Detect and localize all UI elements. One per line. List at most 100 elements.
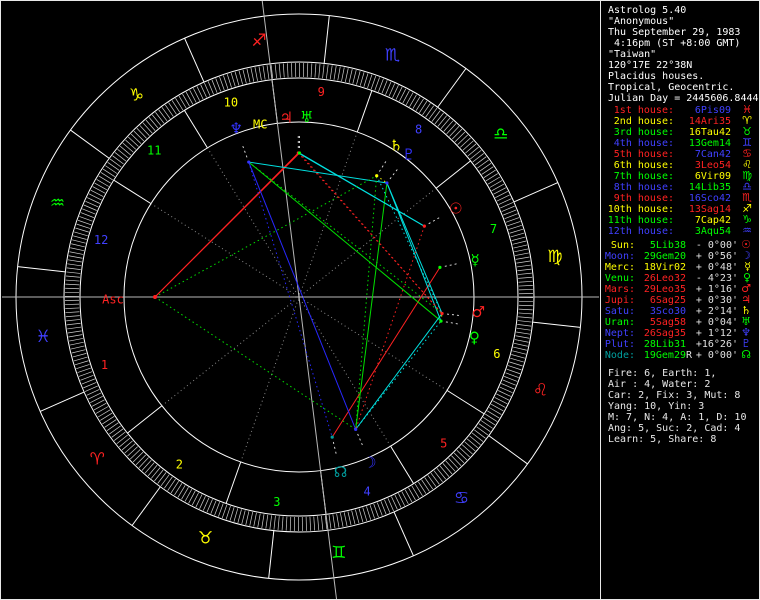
- degree-tick: [472, 153, 484, 163]
- degree-tick: [449, 126, 460, 137]
- sign-boundary: [532, 321, 581, 328]
- degree-tick: [122, 142, 134, 153]
- zodiac-sign-icon: ♊: [742, 136, 752, 149]
- zodiac-sign-icon: ♎: [493, 125, 508, 145]
- degree-tick: [74, 360, 89, 366]
- degree-tick: [464, 441, 476, 452]
- degree-tick: [517, 272, 532, 275]
- degree-tick: [321, 515, 324, 530]
- zodiac-sign-icon: ♌: [533, 380, 548, 400]
- degree-tick: [380, 501, 387, 515]
- degree-tick: [98, 175, 111, 184]
- degree-tick: [171, 100, 180, 113]
- degree-tick: [178, 95, 187, 109]
- zodiac-sign-icon: ♐: [252, 31, 267, 51]
- house-number: 12: [94, 233, 108, 247]
- degree-tick: [132, 451, 144, 463]
- house-row: 12th house: 3Aqu54 ♒: [601, 225, 759, 237]
- degree-tick: [105, 165, 118, 174]
- house-cusp-radial: [301, 301, 391, 447]
- degree-tick: [72, 353, 87, 358]
- sign-boundary: [131, 486, 161, 526]
- degree-tick: [442, 463, 453, 475]
- degree-tick: [242, 69, 247, 84]
- degree-tick: [518, 316, 533, 319]
- stat-line: Fire: 6, Earth: 1,: [608, 368, 717, 379]
- degree-tick: [466, 438, 479, 449]
- stat-line: Car: 2, Fix: 3, Mut: 8: [608, 390, 741, 401]
- house-number: 3: [273, 495, 280, 509]
- degree-tick: [517, 324, 532, 327]
- zodiac-sign-icon: ♎: [742, 180, 752, 193]
- planet-row: Nept: 26Sag35 + 1°12' ♆: [601, 327, 759, 339]
- degree-tick: [411, 485, 420, 499]
- degree-tick: [374, 77, 380, 91]
- degree-tick: [150, 467, 161, 479]
- degree-tick: [207, 81, 214, 95]
- degree-tick: [274, 64, 277, 79]
- degree-tick: [285, 516, 288, 531]
- degree-tick: [479, 162, 492, 172]
- degree-tick: [501, 205, 515, 212]
- aspect-line: [355, 313, 443, 430]
- degree-tick: [461, 444, 473, 455]
- degree-tick: [514, 248, 529, 253]
- degree-tick: [100, 412, 113, 421]
- degree-tick: [278, 63, 281, 78]
- house-row: 1st house: 6Pis09 ♓: [601, 104, 759, 116]
- degree-tick: [332, 514, 336, 529]
- degree-tick: [69, 251, 84, 255]
- degree-tick: [328, 514, 332, 529]
- degree-tick: [367, 74, 373, 89]
- house-number: 2: [176, 458, 183, 472]
- aspect-line: [355, 182, 388, 430]
- info-panel: Astrolog 5.40 "Anonymous" Thu September …: [600, 1, 759, 599]
- house-cusp-spoke: [183, 110, 208, 149]
- degree-tick: [341, 67, 345, 82]
- degree-tick: [109, 425, 121, 435]
- degree-tick: [507, 221, 521, 227]
- degree-tick: [245, 511, 250, 525]
- degree-tick: [112, 155, 124, 165]
- degree-tick: [157, 472, 167, 484]
- degree-tick: [141, 459, 152, 471]
- degree-tick: [501, 383, 515, 390]
- degree-tick: [78, 371, 93, 377]
- planet-icon: ☽: [741, 249, 751, 262]
- degree-tick: [483, 169, 496, 178]
- degree-tick: [211, 79, 218, 93]
- degree-tick: [340, 513, 344, 527]
- planet-position-dot: [354, 427, 358, 431]
- zodiac-sign-icon: ♍: [547, 247, 562, 267]
- degree-tick: [139, 125, 150, 136]
- zodiac-sign-icon: ♋: [742, 147, 752, 160]
- degree-tick: [480, 420, 493, 429]
- degree-tick: [170, 481, 179, 494]
- degree-tick: [119, 437, 131, 448]
- planet-icon: ☊: [741, 348, 751, 361]
- degree-tick: [84, 385, 98, 392]
- degree-tick: [318, 63, 321, 78]
- degree-tick: [384, 499, 391, 513]
- daily-motion-value: + 0°04': [695, 317, 738, 328]
- daily-motion-value: + 1°12': [695, 328, 738, 339]
- degree-tick: [356, 71, 361, 85]
- planet-position-value: 5Sag58: [649, 317, 686, 328]
- degree-tick: [277, 516, 280, 531]
- degree-tick: [69, 338, 83, 342]
- degree-tick: [504, 376, 518, 382]
- degree-tick: [73, 235, 87, 240]
- house-number: 7: [490, 222, 497, 236]
- degree-tick: [454, 131, 466, 143]
- daily-motion-value: - 0°00': [695, 240, 738, 251]
- degree-tick: [451, 128, 463, 140]
- degree-tick: [469, 435, 481, 446]
- daily-motion-value: + 0°56': [695, 251, 738, 262]
- degree-tick: [147, 464, 158, 477]
- planet-position-value: 26Sag35: [643, 328, 686, 339]
- degree-tick: [516, 331, 531, 335]
- degree-tick: [82, 208, 96, 215]
- degree-tick: [218, 503, 224, 517]
- degree-tick: [451, 455, 462, 466]
- sign-boundary: [323, 15, 330, 64]
